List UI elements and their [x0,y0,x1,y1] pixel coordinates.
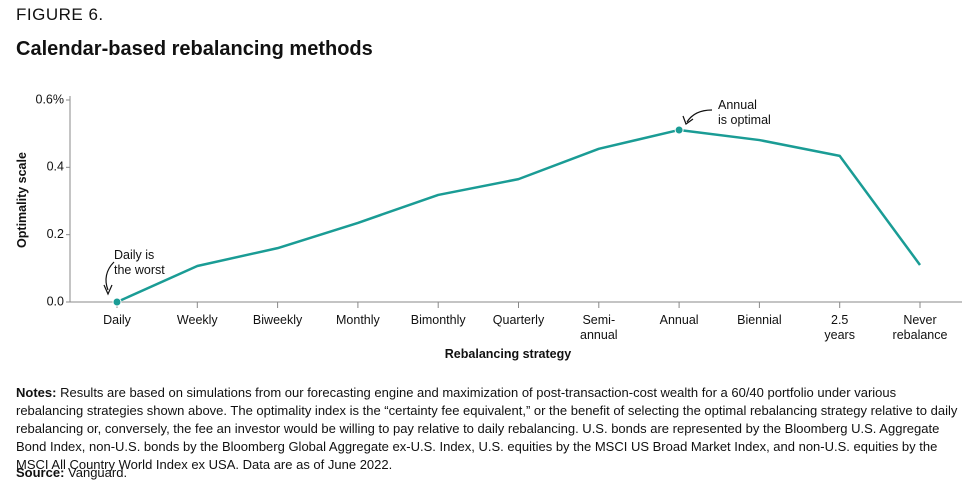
y-tick-label: 0.0 [47,294,64,308]
x-axis-label: Rebalancing strategy [444,347,572,361]
line [116,128,922,304]
point-marker [112,297,122,307]
y-tick-label: 0.4 [47,160,64,174]
point-marker [674,125,684,135]
x-tick-label: Biweekly [252,313,303,327]
chart-title: Calendar-based rebalancing methods [16,38,373,60]
annotation: Daily is the worst [114,248,165,277]
y-tick-label: 0.6% [36,92,65,106]
x-tick-label: 2.5 years [824,313,855,342]
x-tick-label: Biennial [737,313,782,327]
x-tick-label: Never rebalance [892,313,948,342]
y-tick-label: 0.2 [47,227,64,241]
x-tick-label: Quarterly [492,313,545,327]
x-tick-label: Bimonthly [410,313,466,327]
y-axis-label: Optimality scale [15,152,29,248]
annotation-arrowhead [682,115,694,125]
figure-number: FIGURE 6. [16,5,104,24]
x-tick-label: Weekly [176,313,218,327]
annotation: Annual is optimal [718,98,771,127]
notes-label: Notes: [16,385,57,400]
notes: Notes: Results are based on simulations … [16,384,966,474]
source-text: Vanguard. [68,465,128,480]
annotation-arrow [686,109,713,123]
annotation-arrowhead [103,284,113,296]
x-tick-label: Annual [659,313,699,327]
source: Source: Vanguard. [16,465,127,480]
x-tick-label: Semi- annual [580,313,618,342]
notes-text: Results are based on simulations from ou… [16,385,958,472]
annotation-arrow [105,261,115,291]
source-label: Source: [16,465,65,480]
x-tick-label: Daily [103,313,131,327]
x-tick-label: Monthly [336,313,380,327]
